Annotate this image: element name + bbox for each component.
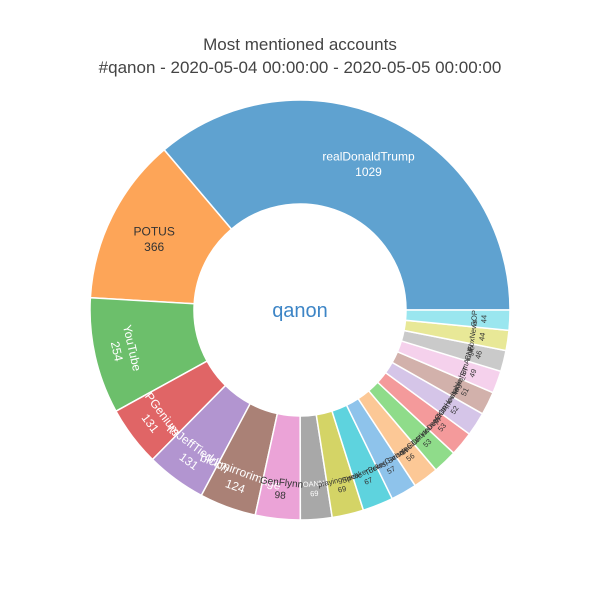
slice-value-inevitable-et: 51 xyxy=(459,386,471,397)
slice-value-speakerpelosi: 67 xyxy=(363,475,374,486)
slice-potus[interactable] xyxy=(89,148,233,305)
slice-name-potus: POTUS xyxy=(133,224,174,238)
donut-center-label: qanon xyxy=(272,300,328,322)
slice-value-oann: 69 xyxy=(310,489,319,499)
slice-value-ingrahamangle: 49 xyxy=(467,368,478,379)
slice-value-blckmirrorimage: 124 xyxy=(223,476,247,496)
slice-name-cnn: CNN xyxy=(463,343,476,361)
slice-value-prayingmedic: 69 xyxy=(337,484,347,495)
slice-gop[interactable] xyxy=(404,309,511,332)
slice-name-realdonaldtrump: realDonaldTrump xyxy=(322,149,415,163)
slice-name-gop: GOP xyxy=(469,310,479,327)
chart-title-line-2: #qanon - 2020-05-04 00:00:00 - 2020-05-0… xyxy=(99,58,502,77)
slice-name-genflynn: GenFlynn xyxy=(259,475,303,491)
slice-name-oann: OANN xyxy=(302,479,324,490)
slice-realdonaldtrump[interactable] xyxy=(163,99,511,311)
slice-value-potus: 366 xyxy=(144,240,164,254)
slice-value-genflynn: 98 xyxy=(274,490,287,502)
donut-slices xyxy=(89,99,511,521)
slice-value-gop: 44 xyxy=(479,315,488,324)
slice-value-cnn: 46 xyxy=(473,350,484,360)
slice-value-realdonaldtrump: 1029 xyxy=(355,165,382,179)
slice-label-potus: POTUS 366 xyxy=(133,224,174,254)
slice-value-foxnews: 44 xyxy=(477,332,487,342)
chart-title-line-1: Most mentioned accounts xyxy=(203,35,397,54)
slice-value-tuckercarlson: 57 xyxy=(385,464,397,476)
slice-label-realdonaldtrump: realDonaldTrump 1029 xyxy=(322,149,415,179)
slice-value-youtube: 254 xyxy=(108,340,126,363)
slice-value-whitehouse: 52 xyxy=(449,404,461,416)
slice-label-gop: GOP 44 xyxy=(469,310,488,327)
